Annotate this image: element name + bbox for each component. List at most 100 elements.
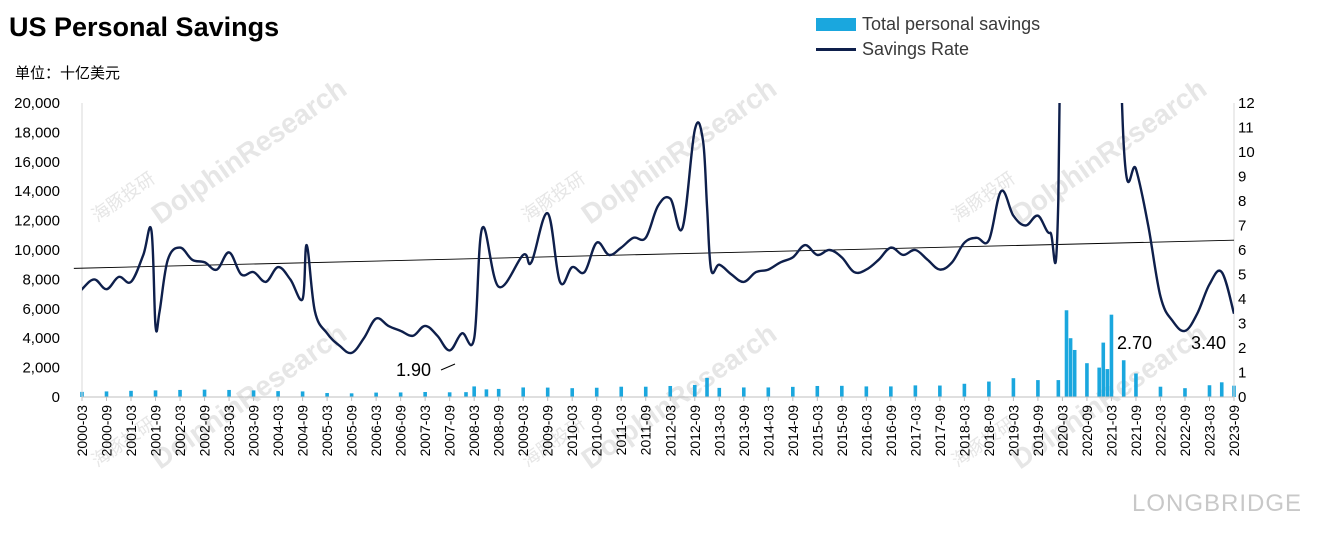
y-left-tick-label: 20,000 xyxy=(14,95,60,112)
savings-bar xyxy=(472,386,476,397)
savings-bar xyxy=(1064,310,1069,397)
x-tick-label: 2004-03 xyxy=(270,405,286,457)
savings-bar xyxy=(447,392,452,397)
savings-bar xyxy=(349,393,354,397)
legend-item-line: Savings Rate xyxy=(816,37,1040,62)
savings-bar xyxy=(791,386,795,397)
x-tick-label: 2019-03 xyxy=(1005,405,1021,457)
x-tick-label: 2012-09 xyxy=(687,405,703,457)
savings-bar xyxy=(1183,388,1187,397)
savings-bar xyxy=(484,389,489,397)
y-right-tick-label: 2 xyxy=(1238,340,1246,357)
savings-bar xyxy=(1109,314,1114,397)
savings-bar xyxy=(1207,385,1212,397)
y-left-tick-label: 14,000 xyxy=(14,183,60,200)
x-tick-label: 2017-09 xyxy=(932,405,948,457)
savings-bar xyxy=(766,387,771,397)
x-tick-label: 2009-09 xyxy=(540,405,556,457)
watermark-text: DolphinResearch xyxy=(1006,72,1212,229)
y-left-tick-label: 6,000 xyxy=(22,301,60,318)
y-left-tick-label: 12,000 xyxy=(14,213,60,230)
x-tick-label: 2009-03 xyxy=(515,405,531,457)
savings-bar xyxy=(178,389,182,397)
x-tick-label: 2020-03 xyxy=(1054,405,1070,457)
annotation-latest: 3.40 xyxy=(1191,333,1226,353)
y-left-tick-label: 18,000 xyxy=(14,124,60,141)
watermark-cn: 海豚投研 xyxy=(88,168,159,226)
y-right-tick-label: 6 xyxy=(1238,242,1246,259)
savings-bar xyxy=(619,386,624,397)
savings-bar xyxy=(1072,349,1077,397)
legend-bar-swatch xyxy=(816,18,856,31)
savings-rate-series xyxy=(82,103,1234,355)
y-left-tick-label: 2,000 xyxy=(22,360,60,377)
savings-bar xyxy=(1121,360,1126,397)
annotation-leader xyxy=(440,363,456,371)
savings-bar xyxy=(962,383,967,397)
x-tick-label: 2006-09 xyxy=(393,405,409,457)
savings-bar xyxy=(840,385,844,397)
savings-bar xyxy=(1105,369,1110,397)
x-tick-label: 2012-03 xyxy=(662,405,678,457)
annotations: 1.90 2.70 3.40 xyxy=(396,333,1226,380)
x-tick-label: 2018-09 xyxy=(981,405,997,457)
savings-bar xyxy=(398,392,403,397)
x-tick-label: 2011-09 xyxy=(638,405,654,456)
savings-bar xyxy=(1036,380,1040,397)
x-tick-label: 2015-09 xyxy=(834,405,850,457)
savings-bar xyxy=(717,387,722,397)
savings-bar xyxy=(521,387,525,397)
x-tick-label: 2004-09 xyxy=(295,405,311,457)
x-tick-label: 2003-03 xyxy=(221,405,237,457)
savings-bar xyxy=(1219,382,1224,397)
savings-bar xyxy=(594,387,599,397)
savings-bar xyxy=(864,386,869,397)
savings-bar xyxy=(325,393,329,397)
savings-bar xyxy=(423,392,427,397)
x-tick-label: 2010-09 xyxy=(589,405,605,457)
x-tick-label: 2016-03 xyxy=(858,405,874,457)
savings-bar xyxy=(300,391,305,397)
x-tick-label: 2014-03 xyxy=(760,405,776,457)
x-tick-label: 2021-09 xyxy=(1128,405,1144,457)
longbridge-watermark: LONGBRIDGE xyxy=(1132,490,1303,517)
x-tick-label: 2007-09 xyxy=(442,405,458,457)
y-right-tick-label: 1 xyxy=(1238,365,1246,382)
x-tick-label: 2008-03 xyxy=(466,405,482,457)
trend-segment xyxy=(73,239,1235,269)
x-tick-label: 2008-09 xyxy=(491,405,507,457)
savings-bar xyxy=(153,390,158,397)
x-tick-label: 2007-03 xyxy=(417,405,433,457)
y-right-tick-label: 7 xyxy=(1238,218,1246,235)
x-tick-label: 2014-09 xyxy=(785,405,801,457)
savings-bar xyxy=(464,392,468,397)
y-right-tick-label: 10 xyxy=(1238,144,1255,161)
savings-bar xyxy=(815,385,820,397)
watermark-text: DolphinResearch xyxy=(146,72,352,229)
legend-item-bars: Total personal savings xyxy=(816,12,1040,37)
savings-bar xyxy=(692,384,697,397)
savings-bar xyxy=(374,392,378,397)
watermark-cn: 海豚投研 xyxy=(948,168,1019,226)
y-left-tick-label: 10,000 xyxy=(14,242,60,259)
y-left-tick-label: 16,000 xyxy=(14,154,60,171)
savings-bar xyxy=(276,391,280,397)
x-tick-label: 2023-09 xyxy=(1226,405,1242,457)
x-tick-label: 2001-09 xyxy=(148,405,164,457)
x-tick-label: 2022-03 xyxy=(1152,405,1168,457)
savings-bar xyxy=(1085,363,1089,397)
x-tick-label: 2017-03 xyxy=(907,405,923,457)
chart-title: US Personal Savings xyxy=(9,12,280,42)
watermark-text: DolphinResearch xyxy=(576,72,782,229)
y-right-tick-label: 11 xyxy=(1238,120,1254,137)
legend-label-bars: Total personal savings xyxy=(862,14,1041,34)
x-tick-label: 2011-03 xyxy=(613,405,629,456)
y-left-tick-label: 8,000 xyxy=(22,271,60,288)
savings-bar xyxy=(938,385,942,397)
savings-bar xyxy=(1158,386,1163,397)
x-tick-label: 2019-09 xyxy=(1030,405,1046,457)
